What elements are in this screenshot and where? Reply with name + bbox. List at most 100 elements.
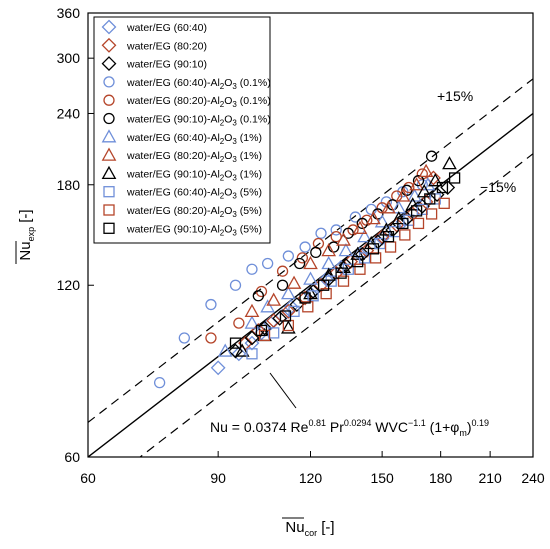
y-tick-label: 180: [57, 177, 81, 193]
data-point: [395, 188, 411, 202]
y-tick-label: 240: [57, 105, 81, 121]
data-point: [352, 220, 368, 234]
data-point: [268, 327, 280, 339]
y-tick-label: 60: [64, 449, 80, 465]
data-point: [349, 211, 362, 223]
data-point: [352, 255, 364, 268]
legend-label: water/EG (90:10)-Al2O3 (5%): [126, 223, 262, 237]
data-point: [358, 252, 371, 264]
legend-label: water/EG (90:10): [126, 59, 207, 71]
data-point: [234, 343, 250, 357]
data-point: [412, 217, 425, 230]
data-point: [276, 265, 289, 277]
data-point: [178, 332, 190, 344]
data-point: [229, 337, 242, 349]
minus-15-label: −15%: [480, 179, 516, 195]
data-point: [416, 168, 428, 180]
legend-marker: [101, 19, 117, 35]
legend-label: water/EG (80:20): [126, 40, 207, 52]
data-point: [399, 229, 411, 241]
data-point: [260, 299, 275, 313]
data-point: [282, 250, 295, 262]
x-tick-label: 60: [80, 470, 96, 486]
data-point: [425, 208, 438, 220]
data-point: [210, 360, 226, 376]
data-point: [303, 271, 318, 285]
legend-marker: [103, 94, 115, 106]
y-tick-label: 300: [57, 50, 81, 66]
plot-area: [88, 78, 533, 457]
x-tick-label: 120: [299, 470, 323, 486]
data-point: [381, 200, 396, 214]
data-point: [369, 252, 382, 264]
data-point: [384, 241, 397, 253]
data-point: [205, 298, 217, 311]
data-point: [366, 211, 381, 225]
data-point: [350, 246, 366, 260]
axis-ticks: 60 90 120 150 180 210 240 60 120 180 240 300 360: [57, 5, 545, 486]
data-point: [328, 241, 340, 253]
data-point: [436, 181, 449, 194]
data-point: [280, 286, 296, 300]
data-point: [261, 257, 274, 270]
legend-marker: [101, 129, 117, 143]
data-point: [280, 303, 296, 319]
data-point: [280, 320, 296, 334]
legend-label: water/EG (90:10)-Al2O3 (0.1%): [126, 114, 271, 128]
data-point: [442, 156, 457, 170]
data-point: [297, 290, 313, 306]
legend-marker: [103, 186, 115, 198]
data-point: [367, 243, 380, 255]
data-point: [246, 263, 258, 275]
data-point: [338, 243, 354, 257]
data-point: [330, 224, 342, 236]
x-tick-label: 150: [370, 470, 394, 486]
data-point: [409, 177, 424, 191]
legend-marker: [103, 112, 115, 125]
x-tick-label: 180: [429, 470, 453, 486]
data-point: [205, 332, 217, 344]
data-point: [330, 230, 342, 243]
data-point: [244, 303, 260, 317]
x-axis-title: Nucor [-]: [282, 517, 335, 538]
svg-text:Nuexp [-]: Nuexp [-]: [17, 209, 36, 260]
legend-marker: [103, 222, 115, 234]
data-point: [336, 232, 351, 246]
x-tick-label: 240: [521, 470, 545, 486]
x-tick-label: 210: [478, 470, 502, 486]
legend-label: water/EG (60:40)-Al2O3 (1%): [126, 132, 262, 146]
data-point: [286, 275, 302, 289]
data-point: [337, 275, 350, 287]
data-point: [425, 150, 438, 162]
data-point: [307, 290, 319, 302]
data-point: [420, 177, 436, 191]
data-point: [427, 173, 443, 187]
data-point: [296, 252, 309, 264]
data-point: [424, 193, 436, 205]
data-point: [438, 197, 450, 209]
correlation-pointer: [269, 372, 297, 409]
legend: water/EG (60:40) water/EG (80:20) water/EG…: [101, 19, 271, 237]
data-point: [231, 346, 247, 362]
data-point: [303, 255, 318, 270]
y-tick-label: 120: [57, 277, 81, 293]
data-point: [299, 292, 311, 304]
y-tick-label: 360: [57, 5, 81, 21]
data-point: [325, 275, 337, 287]
legend-label: water/EG (80:20)-Al2O3 (0.1%): [126, 95, 271, 109]
legend-box: [93, 16, 271, 244]
data-point: [357, 229, 372, 243]
data-point: [342, 263, 354, 275]
deviation-line-2: [139, 152, 533, 457]
data-point: [246, 348, 258, 360]
data-point: [276, 279, 289, 291]
legend-label: water/EG (60:40): [126, 22, 207, 34]
data-point: [412, 175, 425, 187]
data-point: [440, 180, 456, 195]
legend-marker: [101, 37, 117, 53]
data-point: [293, 257, 306, 270]
deviation-line-1: [88, 78, 533, 424]
data-point: [255, 324, 268, 337]
data-point: [405, 197, 421, 211]
